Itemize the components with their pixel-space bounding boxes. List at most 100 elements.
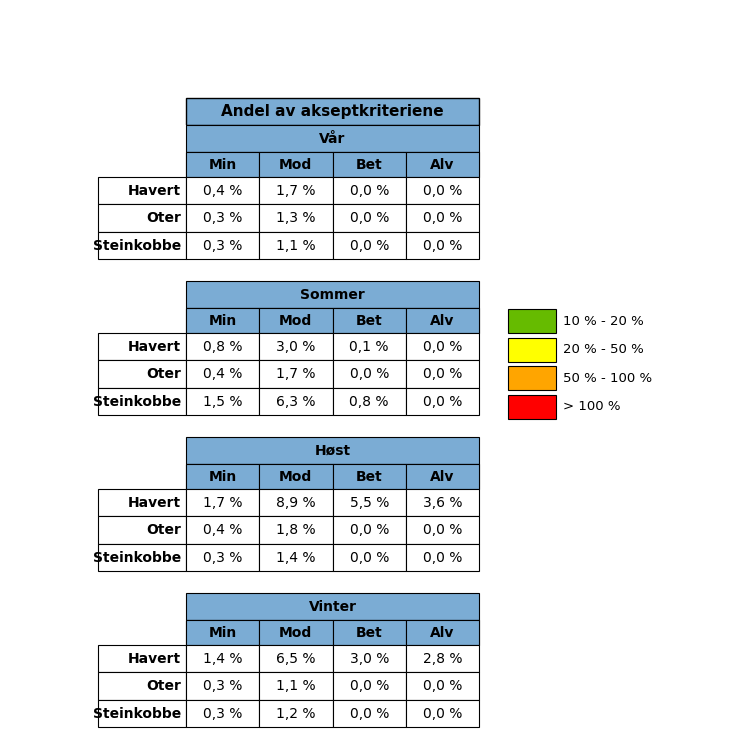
Bar — [186, 98, 479, 125]
Text: Havert: Havert — [128, 184, 182, 197]
Text: Mod: Mod — [279, 626, 312, 640]
Text: 0,0 %: 0,0 % — [423, 679, 462, 693]
Text: 0,0 %: 0,0 % — [350, 211, 389, 225]
Text: Mod: Mod — [279, 158, 312, 171]
Bar — [98, 593, 186, 620]
Bar — [406, 672, 479, 700]
Bar — [406, 232, 479, 259]
Text: 0,0 %: 0,0 % — [423, 211, 462, 225]
Bar — [98, 232, 186, 259]
Text: 6,3 %: 6,3 % — [276, 395, 315, 409]
Text: 0,0 %: 0,0 % — [423, 340, 462, 354]
Text: 0,0 %: 0,0 % — [423, 367, 462, 381]
Bar — [259, 388, 332, 416]
Text: 0,3 %: 0,3 % — [203, 211, 243, 225]
Bar — [332, 333, 406, 361]
Text: Bet: Bet — [356, 626, 383, 640]
Bar — [186, 281, 479, 309]
Text: 1,7 %: 1,7 % — [276, 367, 315, 381]
Text: 0,8 %: 0,8 % — [349, 395, 389, 409]
Bar — [98, 309, 186, 333]
Bar — [98, 333, 186, 361]
Bar — [332, 544, 406, 571]
Bar — [332, 152, 406, 177]
Text: Steinkobbe: Steinkobbe — [93, 706, 182, 720]
Text: Alv: Alv — [431, 158, 455, 171]
Text: Min: Min — [209, 158, 237, 171]
Text: 20 % - 50 %: 20 % - 50 % — [563, 343, 644, 356]
Bar — [259, 620, 332, 645]
Bar — [98, 645, 186, 672]
Bar — [98, 620, 186, 645]
Text: Steinkobbe: Steinkobbe — [93, 239, 182, 252]
Bar — [98, 361, 186, 388]
Bar — [406, 516, 479, 544]
Text: 0,0 %: 0,0 % — [423, 239, 462, 252]
Bar — [186, 152, 259, 177]
Bar — [332, 205, 406, 232]
Bar — [406, 388, 479, 416]
Bar — [259, 309, 332, 333]
Bar — [406, 620, 479, 645]
Bar — [259, 177, 332, 205]
Text: Oter: Oter — [146, 367, 182, 381]
Bar — [98, 125, 186, 152]
Text: 0,8 %: 0,8 % — [203, 340, 243, 354]
Text: 0,0 %: 0,0 % — [423, 551, 462, 565]
Bar — [406, 464, 479, 489]
Bar — [186, 333, 259, 361]
Bar — [186, 544, 259, 571]
Text: Steinkobbe: Steinkobbe — [93, 395, 182, 409]
Bar — [259, 464, 332, 489]
Text: Oter: Oter — [146, 679, 182, 693]
Bar — [98, 152, 186, 177]
Text: Alv: Alv — [431, 626, 455, 640]
Bar — [98, 177, 186, 205]
Text: 0,3 %: 0,3 % — [203, 551, 243, 565]
Text: 1,2 %: 1,2 % — [276, 706, 315, 720]
Text: Alv: Alv — [431, 470, 455, 484]
Bar — [259, 672, 332, 700]
Text: 1,4 %: 1,4 % — [203, 651, 243, 666]
Text: 0,0 %: 0,0 % — [350, 239, 389, 252]
Bar — [186, 489, 259, 516]
Text: Oter: Oter — [146, 211, 182, 225]
Bar — [186, 388, 259, 416]
Text: 1,5 %: 1,5 % — [203, 395, 243, 409]
Bar — [98, 205, 186, 232]
Text: 3,0 %: 3,0 % — [276, 340, 315, 354]
Bar — [259, 700, 332, 727]
Bar — [406, 489, 479, 516]
Bar — [186, 645, 259, 672]
Bar — [406, 700, 479, 727]
Bar — [332, 620, 406, 645]
Text: 1,7 %: 1,7 % — [203, 496, 243, 510]
Bar — [508, 309, 556, 333]
Bar — [186, 232, 259, 259]
Bar — [259, 333, 332, 361]
Bar — [186, 464, 479, 489]
Text: Min: Min — [209, 626, 237, 640]
Text: Mod: Mod — [279, 314, 312, 328]
Text: 1,1 %: 1,1 % — [276, 679, 316, 693]
Text: 0,0 %: 0,0 % — [350, 367, 389, 381]
Text: Bet: Bet — [356, 314, 383, 328]
Bar — [406, 205, 479, 232]
Bar — [186, 309, 259, 333]
Text: Havert: Havert — [128, 496, 182, 510]
Bar — [186, 177, 259, 205]
Text: 0,0 %: 0,0 % — [350, 706, 389, 720]
Text: 0,3 %: 0,3 % — [203, 239, 243, 252]
Bar — [332, 700, 406, 727]
Bar — [406, 152, 479, 177]
Bar — [186, 700, 259, 727]
Bar — [186, 205, 259, 232]
Text: 0,0 %: 0,0 % — [423, 395, 462, 409]
Bar — [98, 388, 186, 416]
Bar — [98, 464, 186, 489]
Bar — [98, 516, 186, 544]
Text: 1,1 %: 1,1 % — [276, 239, 316, 252]
Bar — [259, 232, 332, 259]
Bar — [406, 309, 479, 333]
Bar — [406, 645, 479, 672]
